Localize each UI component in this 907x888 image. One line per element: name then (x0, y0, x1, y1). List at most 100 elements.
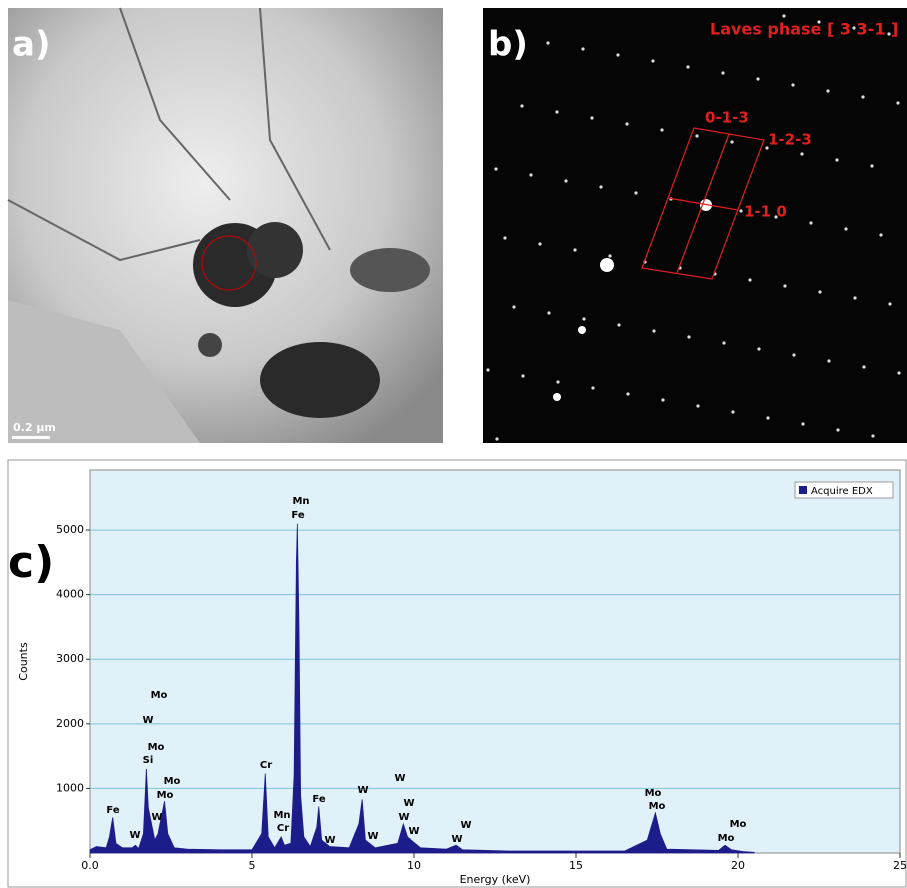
peak-label: Fe (106, 805, 119, 816)
spot (634, 191, 638, 195)
spot (582, 317, 586, 321)
y-tick-label: 2000 (56, 717, 84, 730)
spot (861, 95, 865, 99)
spot (791, 83, 795, 87)
spot (581, 47, 585, 51)
spot (722, 341, 726, 345)
spot (590, 116, 594, 120)
spot (486, 368, 490, 372)
peak-label: W (357, 785, 368, 796)
y-tick-label: 1000 (56, 781, 84, 794)
spot (817, 20, 821, 24)
x-tick-label: 0.0 (81, 859, 99, 872)
spot (844, 227, 848, 231)
scale-bar: 0.2 µm (13, 421, 56, 434)
peak-label: Cr (277, 823, 289, 834)
spot (512, 305, 516, 309)
spot (695, 134, 699, 138)
plot-area (89, 469, 901, 854)
spot (573, 248, 577, 252)
spot (836, 428, 840, 432)
spot (608, 254, 612, 258)
spot (809, 221, 813, 225)
y-axis-label: Counts (17, 642, 30, 681)
spot (564, 179, 568, 183)
peak-label: Mo (164, 776, 181, 787)
peak-label: Fe (312, 794, 325, 805)
spot (826, 89, 830, 93)
peak-label: Mo (151, 690, 168, 701)
legend-box (794, 481, 894, 499)
y-tick-label: 4000 (56, 588, 84, 601)
spot (782, 14, 786, 18)
spot (529, 173, 533, 177)
panel-label: b) (488, 25, 528, 65)
spot (660, 128, 664, 132)
x-tick-label: 25 (893, 859, 907, 872)
spot (494, 167, 498, 171)
peak-label: Mn (273, 810, 290, 821)
peak-label: W (142, 715, 153, 726)
spot (835, 158, 839, 162)
spot (555, 110, 559, 114)
peak-label: Cr (260, 760, 272, 771)
spot (538, 242, 542, 246)
spot (871, 434, 875, 438)
peak-label: Mn (292, 496, 309, 507)
spot (852, 26, 856, 30)
peak-label: Fe (291, 510, 304, 521)
peak-label: W (394, 773, 405, 784)
y-tick-label: 3000 (56, 652, 84, 665)
spot (731, 410, 735, 414)
spot (652, 329, 656, 333)
spot (521, 374, 525, 378)
spot (687, 335, 691, 339)
spot (696, 404, 700, 408)
spot-label: 1-2-3 (768, 131, 812, 149)
spot (547, 311, 551, 315)
spot (801, 422, 805, 426)
spot-label: 0-1-3 (705, 109, 749, 127)
spot (651, 59, 655, 63)
peak-label: Mo (148, 742, 165, 753)
spot (765, 146, 769, 150)
panel-a: a) 0.2 µm (7, 7, 443, 443)
spot (887, 32, 891, 36)
peak-label: W (324, 835, 335, 846)
spot (757, 347, 761, 351)
peak-label: W (129, 830, 140, 841)
peak-label: W (398, 812, 409, 823)
peak-label: W (408, 826, 419, 837)
peak-label: Mo (645, 788, 662, 799)
spot (766, 416, 770, 420)
spot (616, 53, 620, 57)
spot (862, 365, 866, 369)
peak-label: Mo (157, 790, 174, 801)
spot (792, 353, 796, 357)
spot (748, 278, 752, 282)
spot-label: 1-1 0 (744, 203, 787, 221)
spot (495, 437, 499, 441)
spot (721, 71, 725, 75)
x-tick-label: 10 (407, 859, 421, 872)
spot (599, 185, 603, 189)
spot (853, 296, 857, 300)
spot (591, 386, 595, 390)
spot (800, 152, 804, 156)
legend-label: Acquire EDX (811, 486, 873, 497)
peak-label: Mo (649, 801, 666, 812)
y-tick-label: 5000 (56, 523, 84, 536)
panel-label: c) (8, 537, 54, 588)
spot (879, 233, 883, 237)
spot (827, 359, 831, 363)
spot (888, 302, 892, 306)
spot (756, 77, 760, 81)
x-tick-label: 20 (731, 859, 745, 872)
peak-label: Si (143, 755, 154, 766)
panel-c: c) 1000 2000 3000 4000 5000 0.0 5 10 15 20 25 Energ… (7, 459, 907, 888)
spot (626, 392, 630, 396)
x-tick-label: 15 (569, 859, 583, 872)
x-axis-label: Energy (keV) (460, 873, 531, 886)
